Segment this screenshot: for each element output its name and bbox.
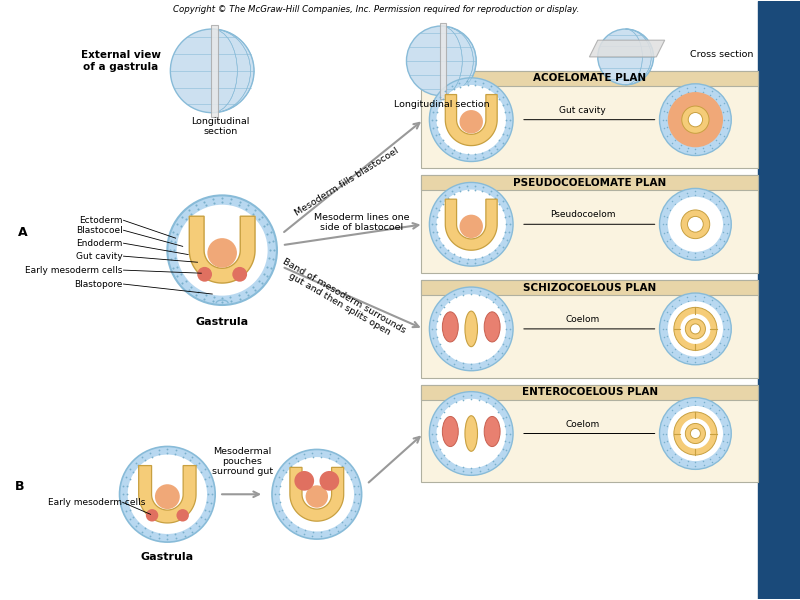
Circle shape [682, 106, 709, 133]
Text: Cross section: Cross section [690, 50, 754, 59]
Ellipse shape [465, 311, 478, 347]
Text: SCHIZOCOELOUS PLAN: SCHIZOCOELOUS PLAN [523, 283, 657, 293]
Text: Mesoderm fills blastocoel: Mesoderm fills blastocoel [294, 146, 400, 218]
Circle shape [437, 85, 506, 154]
FancyBboxPatch shape [440, 23, 446, 99]
Text: ENTEROCOELOUS PLAN: ENTEROCOELOUS PLAN [522, 387, 658, 397]
Circle shape [294, 471, 314, 491]
Text: Coelom: Coelom [566, 419, 600, 428]
Text: Gastrula: Gastrula [195, 317, 249, 327]
Circle shape [119, 446, 215, 542]
Text: Copyright © The McGraw-Hill Companies, Inc. Permission required for reproduction: Copyright © The McGraw-Hill Companies, I… [174, 5, 580, 14]
Text: PSEUDOCOELOMATE PLAN: PSEUDOCOELOMATE PLAN [513, 178, 666, 188]
Bar [422, 385, 758, 400]
Circle shape [406, 26, 476, 96]
FancyBboxPatch shape [422, 385, 758, 482]
Bar [422, 71, 758, 86]
Circle shape [674, 412, 717, 455]
Text: Pseudocoelom: Pseudocoelom [550, 211, 615, 220]
Circle shape [680, 418, 710, 449]
Text: Early mesoderm cells: Early mesoderm cells [48, 498, 145, 507]
Circle shape [598, 29, 654, 85]
Bar [758, 1, 800, 599]
Circle shape [430, 182, 513, 266]
Circle shape [437, 294, 506, 364]
Circle shape [686, 424, 706, 443]
Text: Endoderm: Endoderm [76, 239, 122, 248]
Circle shape [659, 293, 731, 365]
Ellipse shape [484, 312, 500, 342]
Circle shape [319, 471, 339, 491]
FancyBboxPatch shape [422, 280, 758, 378]
Text: Early mesoderm cells: Early mesoderm cells [25, 266, 122, 275]
Circle shape [690, 324, 701, 334]
Circle shape [437, 399, 506, 468]
Text: External view
of a gastrula: External view of a gastrula [81, 50, 161, 71]
Text: Mesoderm lines one
side of blastocoel: Mesoderm lines one side of blastocoel [314, 213, 410, 232]
Bar [422, 280, 758, 295]
Circle shape [668, 197, 723, 252]
Polygon shape [290, 467, 344, 521]
Circle shape [232, 267, 247, 281]
Circle shape [306, 485, 328, 508]
Text: Ectoderm: Ectoderm [79, 216, 122, 225]
Circle shape [674, 307, 717, 350]
Circle shape [437, 190, 506, 259]
Circle shape [155, 484, 180, 509]
Polygon shape [446, 199, 497, 250]
Text: Longitudinal
section: Longitudinal section [191, 116, 250, 136]
Text: B: B [15, 480, 25, 493]
Circle shape [690, 428, 701, 439]
Circle shape [659, 398, 731, 469]
Circle shape [668, 406, 723, 461]
Circle shape [198, 267, 212, 281]
Polygon shape [138, 466, 196, 523]
Text: Gut cavity: Gut cavity [76, 251, 122, 260]
Circle shape [430, 78, 513, 161]
Text: Band of mesoderm surrounds
gut and then splits open: Band of mesoderm surrounds gut and then … [276, 256, 407, 344]
Circle shape [668, 301, 723, 356]
Text: Gut cavity: Gut cavity [559, 106, 606, 115]
Circle shape [272, 449, 362, 539]
Circle shape [686, 319, 706, 339]
Text: Blastopore: Blastopore [74, 280, 122, 289]
Circle shape [177, 509, 189, 521]
Ellipse shape [442, 312, 458, 342]
Circle shape [279, 457, 354, 532]
Circle shape [207, 238, 237, 268]
Circle shape [659, 188, 731, 260]
Ellipse shape [484, 416, 500, 446]
Circle shape [430, 287, 513, 371]
Circle shape [167, 196, 277, 305]
Circle shape [687, 217, 703, 232]
Text: ACOELOMATE PLAN: ACOELOMATE PLAN [534, 73, 646, 83]
Polygon shape [190, 216, 255, 283]
Circle shape [177, 205, 268, 296]
Ellipse shape [465, 416, 478, 451]
Circle shape [146, 509, 158, 521]
Text: Mesodermal
pouches
surround gut: Mesodermal pouches surround gut [211, 446, 273, 476]
FancyBboxPatch shape [210, 25, 218, 117]
FancyBboxPatch shape [422, 175, 758, 273]
Circle shape [688, 112, 702, 127]
Circle shape [128, 455, 207, 534]
Ellipse shape [442, 416, 458, 446]
Text: A: A [18, 226, 27, 239]
Text: Coelom: Coelom [566, 315, 600, 324]
Circle shape [170, 29, 254, 113]
Circle shape [680, 314, 710, 344]
Polygon shape [446, 95, 497, 146]
Text: Blastocoel: Blastocoel [76, 226, 122, 235]
Bar [422, 175, 758, 190]
Circle shape [459, 110, 483, 133]
Circle shape [668, 92, 723, 147]
FancyBboxPatch shape [422, 71, 758, 169]
Polygon shape [590, 40, 665, 57]
Circle shape [459, 215, 483, 238]
Circle shape [681, 210, 710, 239]
Text: Longitudinal section: Longitudinal section [394, 100, 489, 109]
Circle shape [659, 84, 731, 155]
Text: Gastrula: Gastrula [141, 552, 194, 562]
Circle shape [430, 392, 513, 475]
